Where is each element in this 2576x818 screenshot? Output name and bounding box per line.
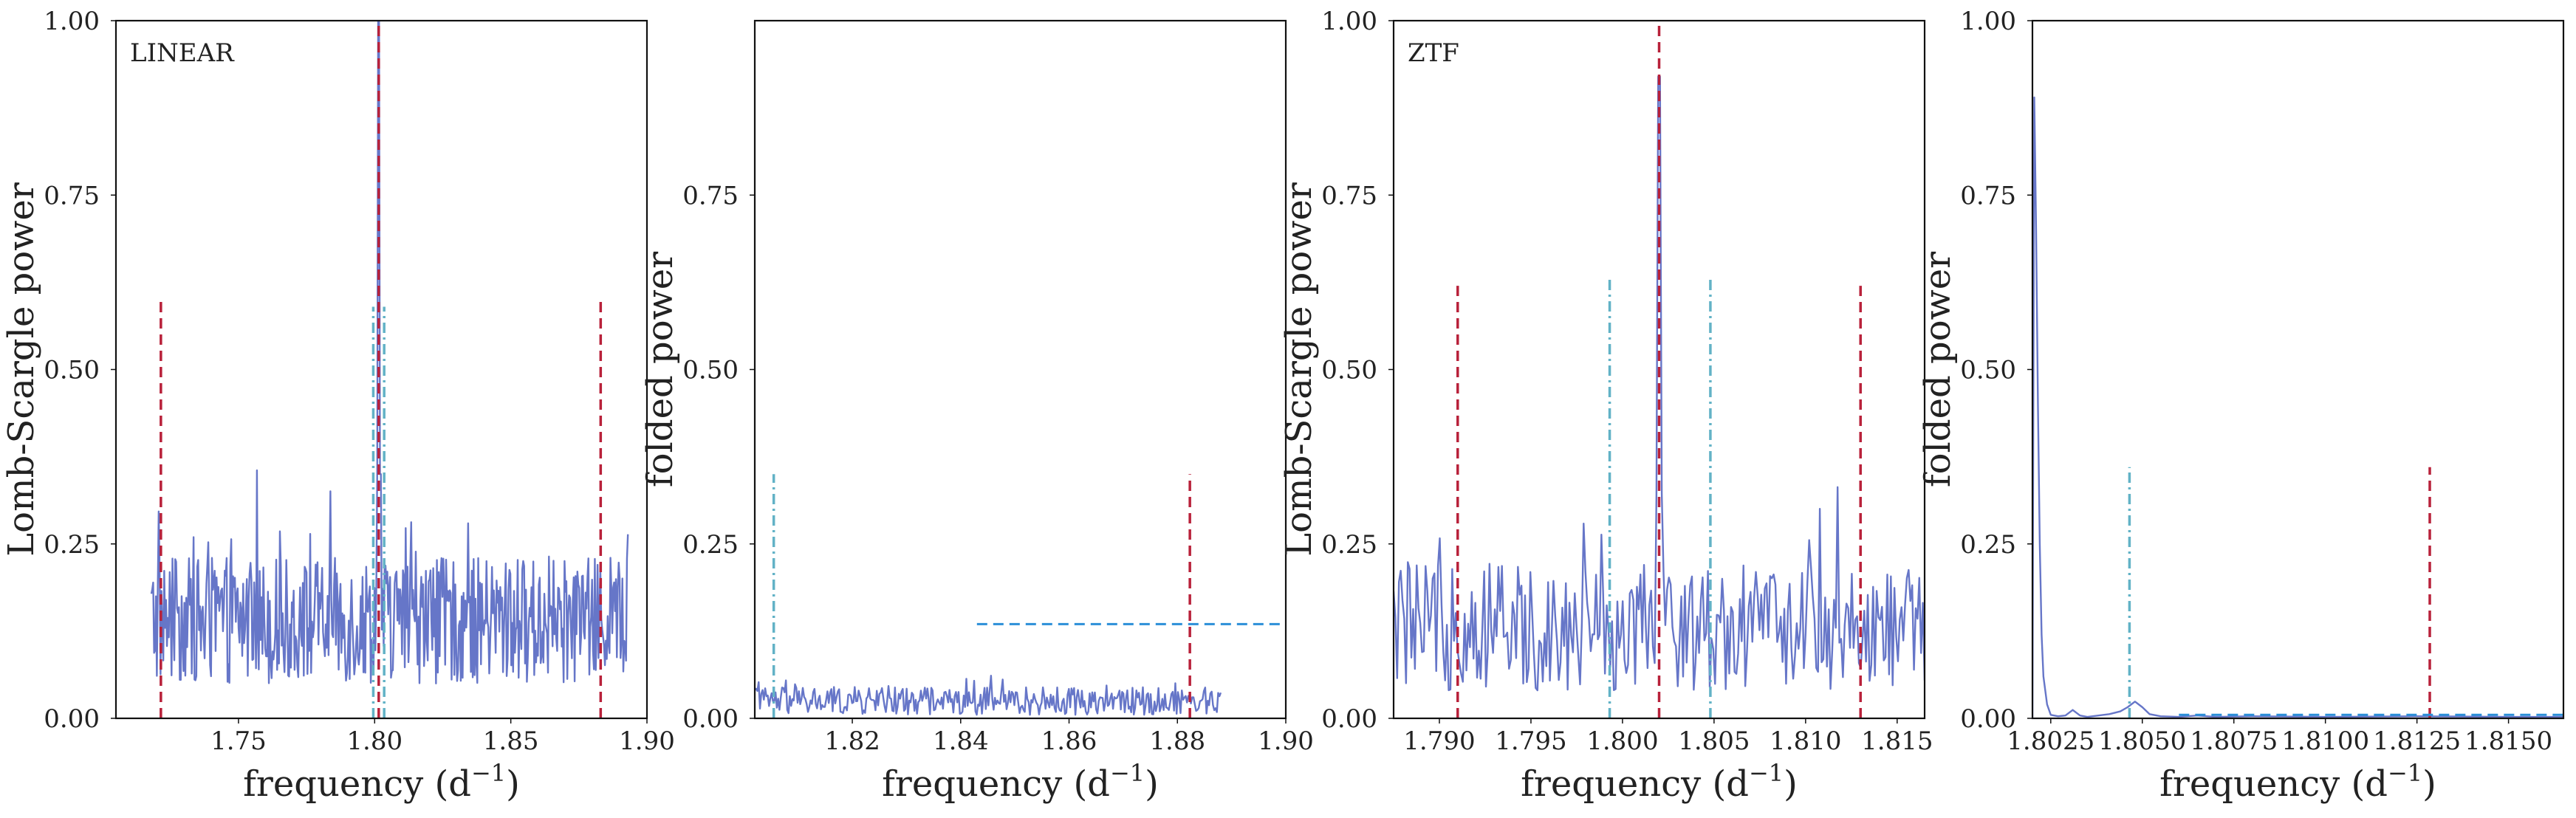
y-axis-label: folded power <box>1917 252 1959 487</box>
y-tick-label: 0.75 <box>44 181 100 210</box>
y-tick-label: 0.75 <box>682 181 739 210</box>
y-tick-label: 0.25 <box>44 530 100 560</box>
y-axis-label: Lomb-Scargle power <box>1278 182 1320 556</box>
series-line-1 <box>150 21 629 684</box>
x-tick-label: 1.84 <box>933 726 989 756</box>
x-tick-label: 1.82 <box>824 726 880 756</box>
y-tick-label: 0.00 <box>682 704 739 734</box>
y-tick-label: 0.00 <box>1960 704 2016 734</box>
axes-frame <box>753 19 1287 720</box>
x-tick-label: 1.8100 <box>2281 726 2369 756</box>
y-axis-label: folded power <box>640 252 681 487</box>
plot-area <box>2032 96 2563 718</box>
x-tick-label: 1.790 <box>1403 726 1475 756</box>
y-tick-label: 0.25 <box>682 530 739 560</box>
x-tick-label: 1.80 <box>346 726 402 756</box>
x-tick-label: 1.810 <box>1770 726 1841 756</box>
y-axis-label: Lomb-Scargle power <box>1 182 42 556</box>
x-tick-label: 1.8150 <box>2464 726 2552 756</box>
series-line-1 <box>755 675 1222 716</box>
x-tick-label: 1.90 <box>1258 726 1314 756</box>
y-tick-label: 1.00 <box>44 7 100 36</box>
plot-area <box>755 474 1286 718</box>
x-tick-label: 1.75 <box>210 726 267 756</box>
chart-panel-1: 1.75 1.80 1.85 1.90 0.00 0.25 0.50 0.75 1.00 freq… <box>1 7 675 805</box>
x-tick-label: 1.8075 <box>2190 726 2278 756</box>
y-tick-label: 1.00 <box>1321 7 1377 36</box>
x-tick-label: 1.86 <box>1041 726 1097 756</box>
x-axis-label: frequency (d−1) <box>882 759 1159 805</box>
y-tick-label: 0.25 <box>1960 530 2016 560</box>
axes-frame <box>2031 19 2565 720</box>
y-tick-label: 0.25 <box>1321 530 1377 560</box>
x-axis-label: frequency (d−1) <box>2159 759 2436 805</box>
chart-panel-4: 1.8025 1.8050 1.8075 1.8100 1.8125 1.8150 0.00… <box>1917 7 2565 805</box>
x-axis-label: frequency (d−1) <box>1521 759 1798 805</box>
x-tick-label: 1.800 <box>1586 726 1658 756</box>
y-tick-label: 0.50 <box>682 356 739 385</box>
y-tick-label: 0.50 <box>44 356 100 385</box>
x-tick-label: 1.795 <box>1495 726 1566 756</box>
x-tick-label: 1.88 <box>1149 726 1205 756</box>
x-axis-label: frequency (d−1) <box>243 759 520 805</box>
x-tick-label: 1.85 <box>483 726 539 756</box>
y-tick-label: 1.00 <box>1960 7 2016 36</box>
x-tick-label: 1.90 <box>619 726 675 756</box>
y-tick-label: 0.75 <box>1960 181 2016 210</box>
plot-area <box>1394 21 1925 718</box>
x-tick-label: 1.8050 <box>2098 726 2186 756</box>
panel-annotation: LINEAR <box>130 38 235 68</box>
series-line-1 <box>2032 96 2563 718</box>
x-tick-label: 1.815 <box>1861 726 1933 756</box>
y-tick-label: 0.75 <box>1321 181 1377 210</box>
y-tick-label: 0.00 <box>44 704 100 734</box>
y-tick-label: 0.00 <box>1321 704 1377 734</box>
y-tick-label: 0.50 <box>1960 356 2016 385</box>
x-tick-label: 1.8025 <box>2007 726 2094 756</box>
chart-panel-3: 1.790 1.795 1.800 1.805 1.810 1.815 0.00 0.25 0.… <box>1278 7 1933 805</box>
chart-panel-2: 1.82 1.84 1.86 1.88 1.90 0.00 0.25 0.50 0.75 freq… <box>640 19 1314 805</box>
x-tick-label: 1.8125 <box>2373 726 2461 756</box>
y-tick-label: 0.50 <box>1321 356 1377 385</box>
x-tick-label: 1.805 <box>1678 726 1750 756</box>
panel-annotation: ZTF <box>1408 38 1459 68</box>
plot-area <box>150 21 629 718</box>
